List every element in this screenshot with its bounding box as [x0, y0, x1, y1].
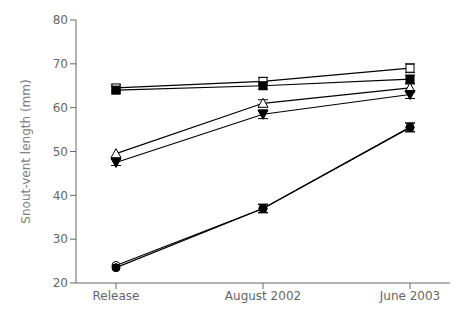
svg-text:40: 40	[53, 189, 68, 203]
svg-text:60: 60	[53, 101, 68, 115]
svg-text:80: 80	[53, 13, 68, 27]
svg-text:August 2002: August 2002	[225, 289, 301, 303]
svg-text:50: 50	[53, 145, 68, 159]
svg-text:Release: Release	[93, 289, 140, 303]
svg-text:20: 20	[53, 276, 68, 290]
svg-text:30: 30	[53, 232, 68, 246]
svg-text:Snout-vent length (mm): Snout-vent length (mm)	[19, 79, 33, 223]
svg-text:June 2003: June 2003	[379, 289, 441, 303]
svg-text:70: 70	[53, 57, 68, 71]
